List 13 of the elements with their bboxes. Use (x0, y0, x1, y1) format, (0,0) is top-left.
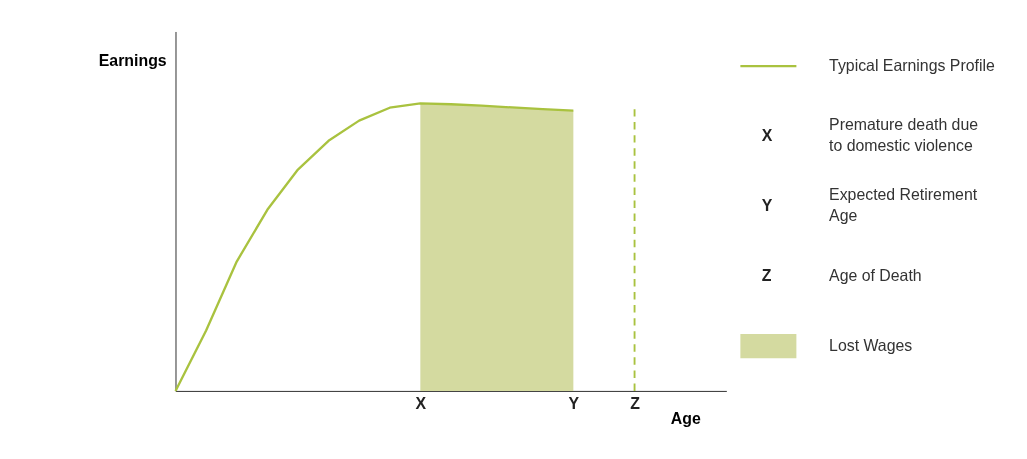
text: Premature death due to domestic violence (829, 116, 979, 155)
x-tick-label: X (415, 395, 427, 413)
y-axis-title: Earnings (98, 51, 167, 69)
text: X (761, 126, 773, 144)
text: Age of Death (829, 266, 922, 284)
text: Y (761, 196, 773, 214)
legend-label: Typical Earnings Profile (829, 56, 995, 74)
x-tick-label: Y (568, 395, 580, 413)
text: Z (761, 266, 772, 284)
x-axis-title: Age (670, 410, 701, 428)
legend-label: Lost Wages (829, 336, 913, 354)
text: Expected Retirement Age (829, 186, 978, 225)
x-tick-label: Z (630, 395, 641, 413)
